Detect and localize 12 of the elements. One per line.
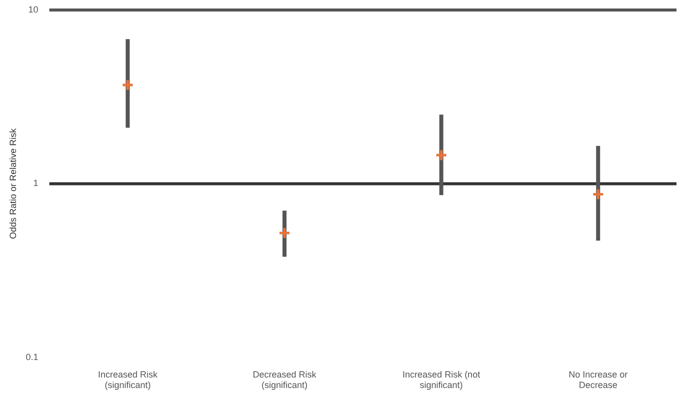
y-tick-label: 1 [33,178,38,188]
x-tick-label: No Increase or Decrease [568,369,628,390]
y-tick-label: 10 [28,4,38,14]
point [435,148,448,162]
x-tick-label: Increased Risk (not significant) [402,369,481,390]
point [278,226,291,240]
y-tick-label: 0.1 [26,352,38,362]
x-tick-label: Decreased Risk (significant) [252,369,317,390]
y-axis-title: Odds Ratio or Relative Risk [8,128,18,239]
point [121,78,134,92]
x-tick-label: Increased Risk (significant) [98,369,158,390]
point [592,188,604,200]
